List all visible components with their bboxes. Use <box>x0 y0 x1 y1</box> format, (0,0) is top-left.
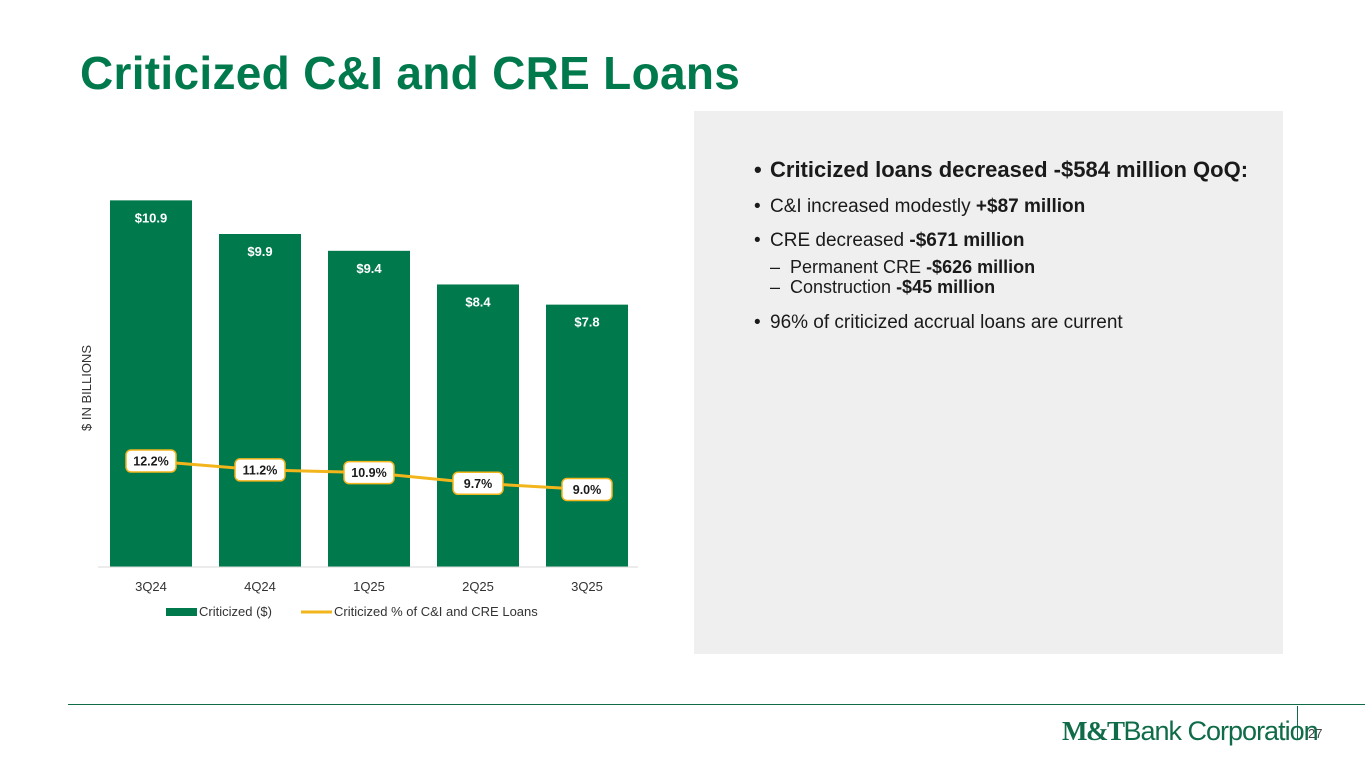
dash-icon: – <box>770 277 781 297</box>
bullet-icon: • <box>754 157 762 182</box>
item-value: -$626 million <box>926 257 1036 277</box>
line-value-label: 12.2% <box>133 455 168 469</box>
item-text: CRE decreased <box>770 230 910 251</box>
item-text: C&I increased modestly <box>770 196 976 217</box>
logo-mark: M&T <box>1062 716 1125 746</box>
bullet-icon: • <box>754 312 761 333</box>
line-point-marker <box>343 460 395 485</box>
line-point-marker <box>234 458 286 482</box>
criticized-loans-chart: $ IN BILLIONS $10.9 $9.9 $9.4 $8.4 $7.8 3Q24… <box>79 200 638 619</box>
bar-value-label: $9.4 <box>356 261 382 276</box>
item-text: 96% of criticized accrual loans are curr… <box>770 312 1123 333</box>
line-point-marker <box>561 477 613 502</box>
dash-icon: – <box>770 257 781 277</box>
y-axis-label: $ IN BILLIONS <box>79 345 94 431</box>
footer-rule <box>68 704 1365 705</box>
bar-4q24 <box>219 234 301 567</box>
bar-value-label: $9.9 <box>247 244 272 259</box>
logo-text: Bank Corporation <box>1123 716 1318 746</box>
page-title: Criticized C&I and CRE Loans <box>80 47 741 99</box>
x-tick-label: 4Q24 <box>244 579 276 594</box>
line-value-label: 11.2% <box>243 463 278 477</box>
legend-bar-swatch <box>166 608 197 616</box>
bar-value-label: $7.8 <box>574 315 599 330</box>
bar-value-label: $8.4 <box>465 294 491 309</box>
commentary-item-ci: • C&I increased modestly +$87 million <box>754 195 1254 219</box>
commentary-subitem-permanent-cre: – Permanent CRE -$626 million <box>754 255 1254 279</box>
bar-3q24 <box>110 200 192 567</box>
item-text: Construction <box>790 277 897 297</box>
item-value: -$45 million <box>896 277 996 297</box>
bar-value-label: $10.9 <box>135 210 168 225</box>
bullet-icon: • <box>754 196 761 217</box>
bullet-icon: • <box>754 230 761 251</box>
line-point-marker <box>125 449 177 473</box>
mt-bank-logo: M&TBank Corporation <box>1062 716 1319 747</box>
commentary-panel: • Criticized loans decreased -$584 milli… <box>694 111 1283 654</box>
commentary-list: • Criticized loans decreased -$584 milli… <box>754 159 1254 345</box>
commentary-item-cre: • CRE decreased -$671 million <box>754 229 1254 253</box>
lead-text: Criticized loans decreased -$584 million… <box>770 157 1249 182</box>
bar-3q25 <box>546 304 628 567</box>
commentary-item-accrual: • 96% of criticized accrual loans are cu… <box>754 311 1254 335</box>
commentary-subitem-construction: – Construction -$45 million <box>754 275 1254 299</box>
legend-bar-label: Criticized ($) <box>199 604 272 619</box>
item-text: Permanent CRE <box>790 257 927 277</box>
line-value-label: 10.9% <box>351 466 386 480</box>
x-tick-label: 3Q25 <box>571 579 603 594</box>
line-point-marker <box>452 471 504 495</box>
line-value-label: 9.7% <box>464 477 493 491</box>
x-tick-label: 1Q25 <box>353 579 385 594</box>
bar-2q25 <box>437 284 519 567</box>
footer-divider <box>1297 706 1298 740</box>
commentary-lead: • Criticized loans decreased -$584 milli… <box>754 159 1254 181</box>
item-value: +$87 million <box>975 196 1086 217</box>
bar-1q25 <box>328 250 410 567</box>
x-tick-label: 2Q25 <box>462 579 494 594</box>
legend-line-label: Criticized % of C&I and CRE Loans <box>334 604 538 619</box>
line-value-label: 9.0% <box>573 483 602 497</box>
page-number: 27 <box>1308 726 1323 741</box>
x-tick-label: 3Q24 <box>135 579 167 594</box>
item-value: -$671 million <box>909 230 1025 251</box>
